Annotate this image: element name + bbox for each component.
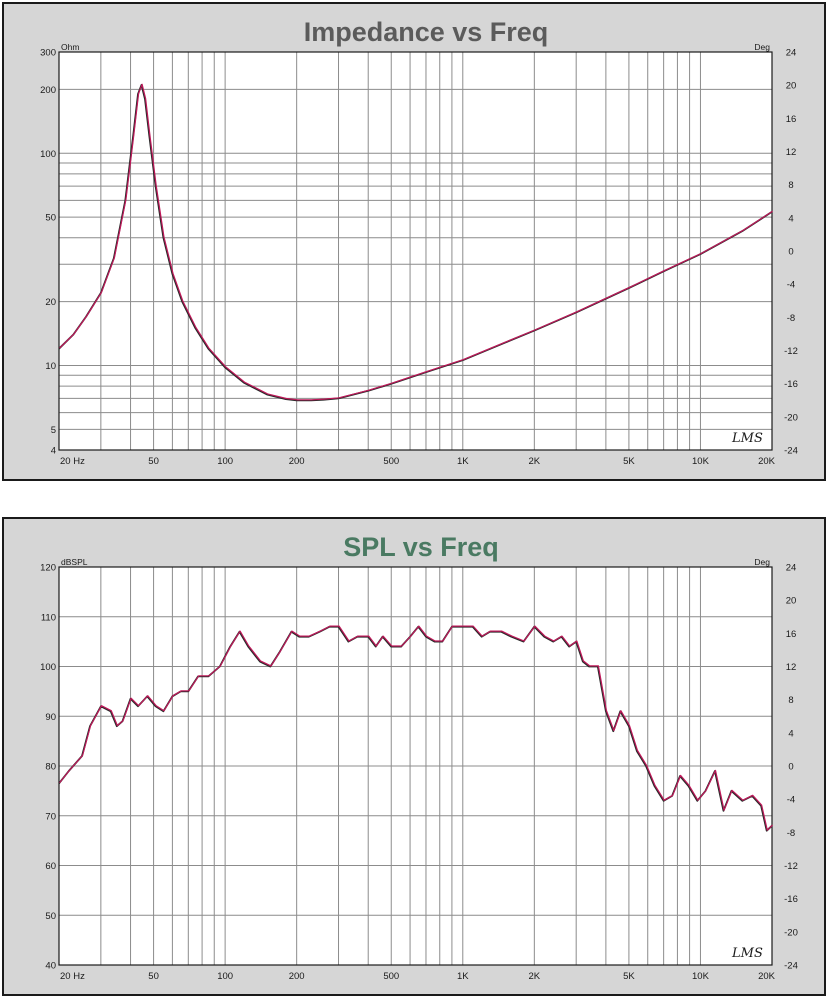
spl-y2-tick-label: 0 — [788, 762, 793, 773]
spl-x-tick-label: 1K — [457, 971, 469, 982]
spl-x-tick-label: 100 — [217, 971, 233, 982]
impedance-y2-tick-label: -12 — [784, 346, 798, 357]
impedance-x-tick-label: 20K — [758, 456, 776, 467]
spl-lms-logo: LMS — [731, 946, 763, 961]
impedance-chart-panel: Impedance vs Freq 20 Hz 50 100 200 500 1K 2K 5K… — [2, 2, 826, 481]
spl-chart-title: SPL vs Freq — [343, 532, 499, 562]
impedance-x-tick-label: 20 Hz — [60, 456, 85, 467]
impedance-y2-tick-label: 12 — [786, 147, 797, 158]
spl-y2-tick-label: -4 — [787, 795, 795, 806]
impedance-y2-tick-label: 0 — [788, 247, 793, 258]
spl-y-tick-label: 70 — [45, 811, 56, 822]
impedance-x-tick-label: 10K — [692, 456, 710, 467]
spl-y2-tick-label: 4 — [788, 728, 793, 739]
impedance-x-tick-label: 50 — [148, 456, 159, 467]
spl-y-tick-label: 100 — [40, 662, 56, 673]
impedance-x-tick-label: 100 — [217, 456, 233, 467]
impedance-y-tick-label: 20 — [45, 297, 56, 308]
spl-chart-panel: SPL vs Freq 20 Hz 50 100 200 500 1K 2K 5K 10K 20K… — [2, 517, 826, 996]
spl-x-tick-label: 10K — [692, 971, 710, 982]
spl-x-tick-label: 2K — [529, 971, 541, 982]
spl-y2-tick-label: -20 — [784, 927, 798, 938]
spl-y2-tick-label: 12 — [786, 662, 797, 673]
spl-left-unit: dBSPL — [61, 557, 88, 567]
spl-y2-tick-label: 16 — [786, 629, 797, 640]
impedance-x-tick-label: 500 — [383, 456, 399, 467]
spl-y-tick-label: 90 — [45, 712, 56, 723]
impedance-x-tick-label: 200 — [289, 456, 305, 467]
spl-y2-tick-label: 20 — [786, 596, 797, 607]
impedance-vertical-grid — [100, 52, 701, 450]
spl-y-tick-label: 60 — [45, 861, 56, 872]
spl-y2-tick-label: -8 — [787, 828, 795, 839]
impedance-y-tick-label: 4 — [51, 446, 56, 457]
spl-right-unit: Deg — [754, 557, 770, 567]
impedance-plot-area: 20 Hz 50 100 200 500 1K 2K 5K 10K 20K451020501002… — [40, 42, 798, 467]
spl-x-tick-label: 500 — [383, 971, 399, 982]
impedance-x-tick-label: 5K — [623, 456, 635, 467]
spl-y2-tick-label: 8 — [788, 695, 793, 706]
spl-y2-tick-label: -12 — [784, 861, 798, 872]
spl-series-line — [59, 625, 774, 831]
spl-y-tick-label: 40 — [45, 961, 56, 972]
spl-y-tick-label: 50 — [45, 911, 56, 922]
impedance-y2-tick-label: -16 — [784, 379, 798, 390]
spl-plot-border — [58, 566, 773, 966]
spl-chart: SPL vs Freq 20 Hz 50 100 200 500 1K 2K 5K 10K 20K… — [40, 532, 798, 982]
impedance-y2-tick-label: -20 — [784, 412, 798, 423]
spl-plot-area: 20 Hz 50 100 200 500 1K 2K 5K 10K 20K405060708090… — [40, 557, 798, 982]
impedance-y2-tick-label: -4 — [787, 280, 795, 291]
spl-x-tick-label: 20K — [758, 971, 776, 982]
impedance-x-tick-label: 1K — [457, 456, 469, 467]
impedance-plot-background — [59, 52, 772, 450]
spl-y2-tick-label: -16 — [784, 894, 798, 905]
impedance-plot-border — [58, 51, 773, 451]
impedance-y2-tick-label: 20 — [786, 81, 797, 92]
spl-x-tick-label: 5K — [623, 971, 635, 982]
impedance-y2-tick-label: 16 — [786, 114, 797, 125]
spl-x-tick-label: 50 — [148, 971, 159, 982]
impedance-y-tick-label: 5 — [51, 425, 56, 436]
spl-y-tick-label: 80 — [45, 762, 56, 773]
impedance-lms-logo: LMS — [731, 431, 763, 446]
impedance-y-tick-label: 10 — [45, 361, 56, 372]
spl-y2-tick-label: -24 — [784, 961, 798, 972]
impedance-chart-title: Impedance vs Freq — [304, 17, 549, 47]
spl-y2-tick-label: 24 — [786, 563, 797, 574]
impedance-y2-tick-label: -24 — [784, 446, 798, 457]
impedance-chart: Impedance vs Freq 20 Hz 50 100 200 500 1K 2K 5K… — [40, 17, 798, 467]
impedance-right-unit: Deg — [754, 42, 770, 52]
spl-x-tick-label: 20 Hz — [60, 971, 85, 982]
spl-horizontal-grid — [59, 616, 772, 916]
impedance-series-line — [59, 83, 773, 401]
impedance-y-tick-label: 50 — [45, 213, 56, 224]
impedance-y2-tick-label: -8 — [787, 313, 795, 324]
impedance-left-unit: Ohm — [61, 42, 79, 52]
impedance-y-tick-label: 300 — [40, 48, 56, 59]
impedance-x-tick-label: 2K — [529, 456, 541, 467]
impedance-y2-tick-label: 8 — [788, 180, 793, 191]
impedance-y-tick-label: 100 — [40, 149, 56, 160]
spl-x-tick-label: 200 — [289, 971, 305, 982]
spl-y-tick-label: 110 — [41, 612, 56, 623]
impedance-y2-tick-label: 24 — [786, 48, 797, 59]
spl-y-tick-label: 120 — [40, 563, 56, 574]
impedance-y-tick-label: 200 — [40, 85, 56, 96]
impedance-y2-tick-label: 4 — [788, 213, 793, 224]
